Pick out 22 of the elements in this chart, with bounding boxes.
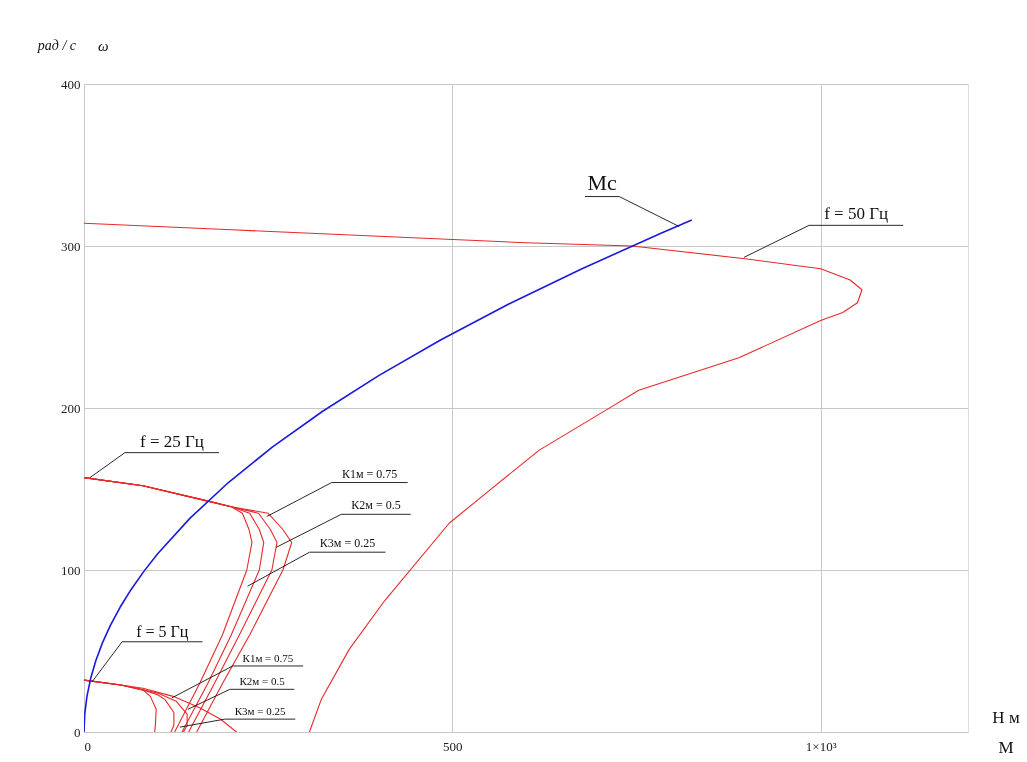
x-tick-label: 0 (84, 738, 91, 754)
annotation: f = 50 Гц (824, 204, 889, 224)
annotation: Мс (587, 169, 618, 195)
annotation: К3м = 0.25 (234, 705, 286, 718)
annotation: f = 25 Гц (140, 431, 204, 451)
y-tick-label: 400 (61, 76, 81, 92)
text: рад / с (36, 38, 77, 53)
text: Н м (992, 708, 1020, 727)
annotation: К2м = 0.5 (351, 498, 401, 513)
x-axis-title: М (998, 738, 1014, 757)
y-tick-label: 0 (74, 724, 81, 740)
x-tick-label: 1×10³ (805, 738, 837, 754)
y-tick-label: 200 (61, 400, 81, 416)
annotation: К1м = 0.75 (242, 651, 294, 664)
y-tick-label: 300 (61, 238, 81, 254)
annotation: К2м = 0.5 (239, 675, 286, 688)
y-tick-label: 100 (61, 562, 81, 578)
annotation: К1м = 0.75 (342, 466, 398, 481)
x-tick-label: 500 (443, 738, 463, 754)
y-axis-title: ω (98, 38, 109, 54)
annotation: К3м = 0.25 (319, 536, 376, 551)
annotation: f = 5 Гц (136, 622, 189, 641)
